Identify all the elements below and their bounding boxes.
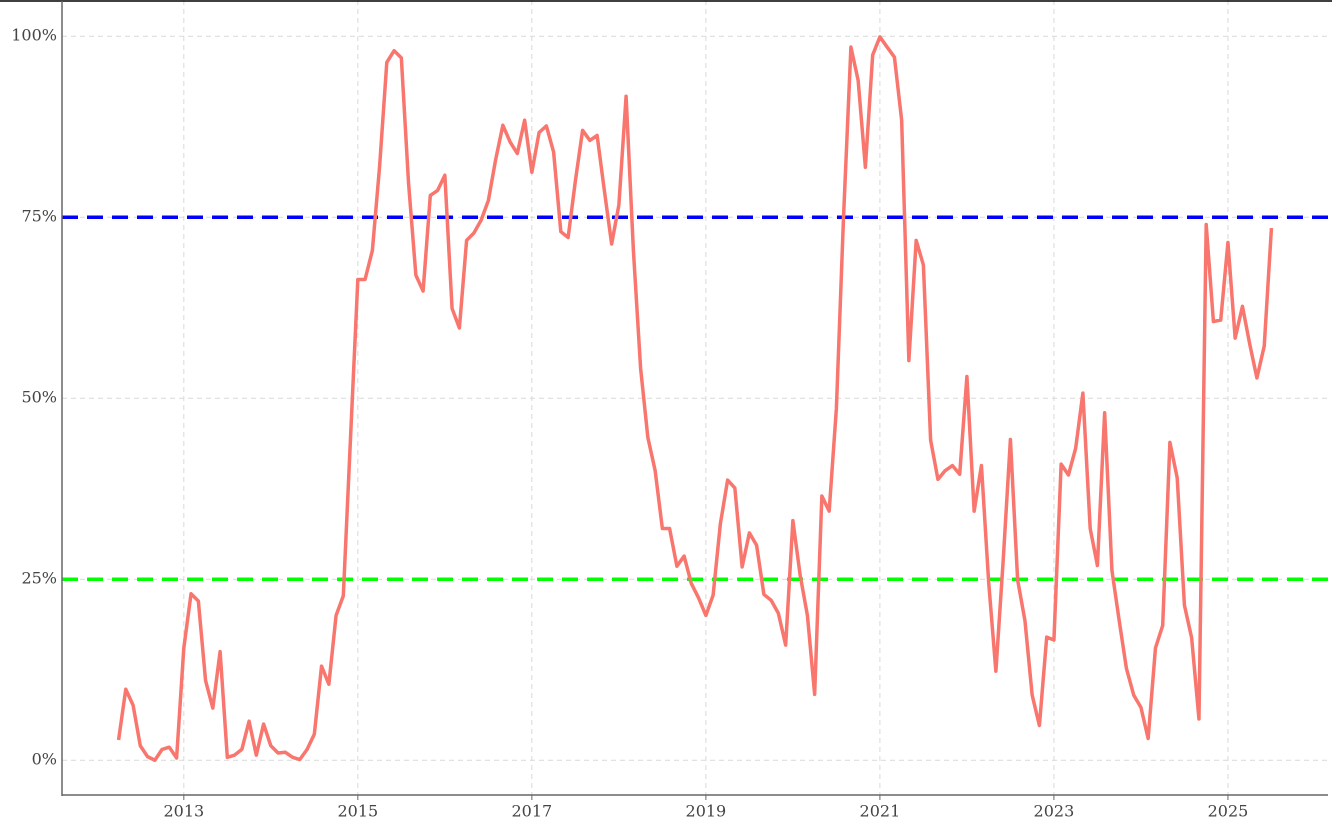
x-tick-label: 2021 [860, 802, 901, 821]
x-tick-label: 2023 [1034, 802, 1075, 821]
data-line [116, 35, 1274, 762]
y-tick-label: 0% [32, 750, 57, 769]
y-tick-label: 25% [21, 569, 57, 588]
reference-lines [62, 215, 1328, 581]
y-tick-label: 50% [21, 388, 57, 407]
x-tick-label: 2025 [1208, 802, 1249, 821]
x-tick-label: 2017 [511, 802, 552, 821]
x-tick-label: 2015 [337, 802, 378, 821]
x-tick-label: 2019 [686, 802, 727, 821]
plot [116, 35, 1274, 762]
y-tick-label: 75% [21, 207, 57, 226]
y-tick-label: 100% [11, 26, 57, 45]
labels: 0% 25% 50% 75% 100% 2013 2015 2017 2019 2021 2023 2… [11, 26, 1248, 821]
x-tick-label: 2013 [163, 802, 204, 821]
